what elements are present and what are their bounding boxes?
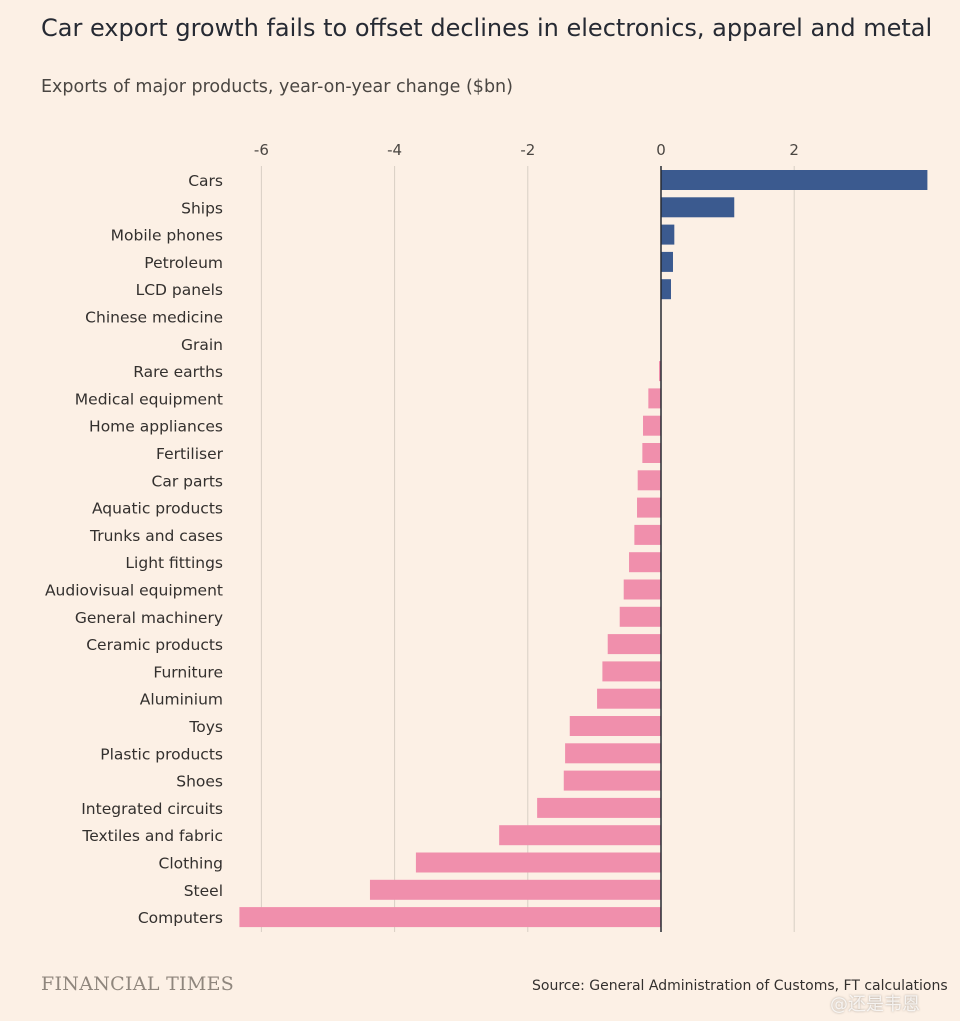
bar-lcd-panels — [661, 279, 671, 300]
bar-cars — [661, 170, 928, 190]
category-label-trunks-and-cases: Trunks and cases — [89, 527, 223, 545]
bar-steel — [369, 879, 661, 900]
category-label-plastic-products: Plastic products — [100, 745, 223, 763]
bar-aluminium — [597, 688, 661, 709]
category-label-grain: Grain — [181, 336, 223, 354]
x-tick-label: -4 — [387, 141, 402, 159]
bar-light-fittings — [629, 552, 661, 573]
gridlines — [260, 166, 795, 932]
bar-medical-equipment — [648, 388, 661, 409]
category-label-general-machinery: General machinery — [75, 609, 223, 627]
category-label-clothing: Clothing — [159, 855, 223, 873]
bar-fertiliser — [642, 443, 661, 463]
bar-general-machinery — [619, 606, 661, 627]
source-note: Source: General Administration of Custom… — [532, 978, 948, 994]
category-label-cars: Cars — [188, 172, 223, 190]
bar-trunks-and-cases — [634, 524, 661, 545]
bar-clothing — [415, 852, 661, 873]
bar-car-parts — [637, 470, 661, 491]
bar-petroleum — [661, 251, 673, 272]
bar-furniture — [602, 661, 661, 682]
x-axis-ticks: -6 -4 -2 0 2 — [254, 141, 799, 159]
category-label-computers: Computers — [138, 909, 223, 927]
bar-toys — [569, 716, 661, 736]
x-tick-label: 2 — [789, 141, 799, 159]
bar-textiles-and-fabric — [499, 825, 661, 846]
chart-subtitle: Exports of major products, year-on-year … — [41, 77, 513, 97]
watermark: @还是韦恩 — [830, 994, 920, 1015]
category-label-light-fittings: Light fittings — [125, 554, 223, 572]
category-label-toys: Toys — [188, 718, 223, 736]
category-label-aluminium: Aluminium — [140, 691, 223, 709]
category-label-ships: Ships — [181, 199, 223, 217]
category-label-audiovisual-equipment: Audiovisual equipment — [45, 582, 223, 600]
ft-logo: FINANCIAL TIMES — [41, 973, 235, 995]
bar-shoes — [563, 770, 661, 791]
category-label-integrated-circuits: Integrated circuits — [81, 800, 223, 818]
bar-integrated-circuits — [537, 797, 661, 818]
category-label-car-parts: Car parts — [152, 472, 223, 490]
category-label-petroleum: Petroleum — [144, 254, 223, 272]
x-tick-label: -6 — [254, 141, 269, 159]
category-label-shoes: Shoes — [176, 773, 223, 791]
bar-home-appliances — [643, 415, 661, 436]
category-label-fertiliser: Fertiliser — [156, 445, 224, 463]
chart-title: Car export growth fails to offset declin… — [41, 14, 933, 42]
category-label-furniture: Furniture — [153, 663, 223, 681]
bar-ships — [661, 197, 735, 218]
category-label-aquatic-products: Aquatic products — [92, 500, 223, 518]
category-label-steel: Steel — [184, 882, 223, 900]
bar-mobile-phones — [661, 224, 675, 245]
x-tick-label: 0 — [656, 141, 666, 159]
bar-aquatic-products — [637, 497, 661, 518]
bar-rare-earths — [659, 361, 661, 382]
bars — [239, 170, 928, 928]
category-label-lcd-panels: LCD panels — [136, 281, 223, 299]
category-label-mobile-phones: Mobile phones — [111, 227, 223, 245]
category-label-medical-equipment: Medical equipment — [75, 390, 223, 408]
category-label-home-appliances: Home appliances — [89, 418, 223, 436]
category-labels: Cars Ships Mobile phones Petroleum LCD panel… — [45, 172, 224, 927]
bar-computers — [239, 907, 661, 928]
bar-plastic-products — [565, 743, 661, 764]
category-label-textiles-and-fabric: Textiles and fabric — [81, 827, 223, 845]
category-label-ceramic-products: Ceramic products — [86, 636, 223, 654]
category-label-chinese-medicine: Chinese medicine — [85, 309, 223, 327]
x-tick-label: -2 — [520, 141, 535, 159]
category-label-rare-earths: Rare earths — [133, 363, 223, 381]
bar-audiovisual-equipment — [623, 579, 661, 600]
bar-chart: -6 -4 -2 0 2 Cars Ships Mobile phones Petroleum… — [45, 141, 928, 932]
bar-ceramic-products — [607, 634, 661, 655]
